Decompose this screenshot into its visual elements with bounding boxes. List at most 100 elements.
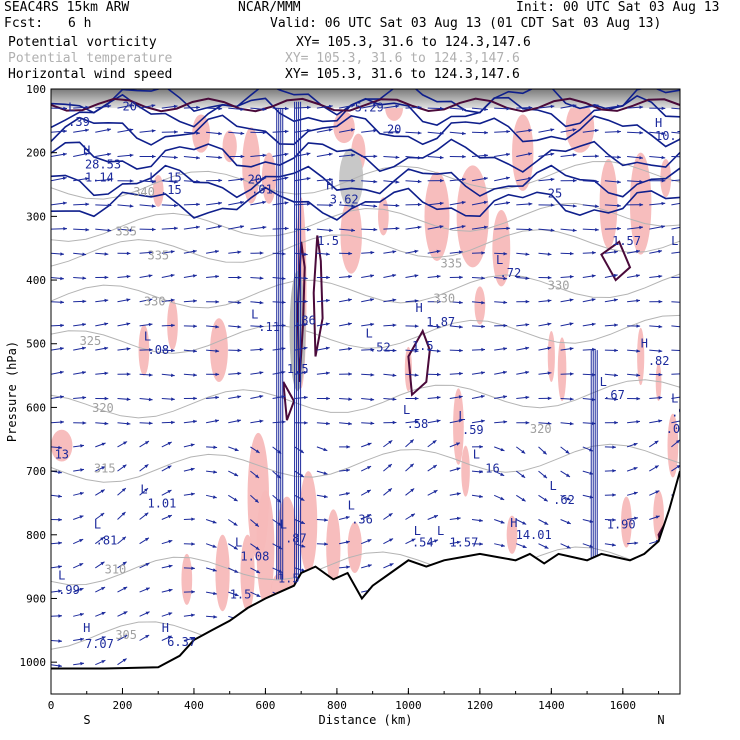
wind-vector [117,104,134,109]
pv-extremum-label: 28.53 [85,158,121,172]
pv-extremum-label: L [671,391,678,405]
pv-extremum-label: 13 [55,447,69,461]
wind-vector [228,107,245,111]
wind-vector [405,538,416,545]
wind-vector [538,396,552,401]
wind-vector [383,155,400,159]
wind-vector [206,131,223,136]
wind-vector [183,324,197,328]
wind-vector [95,371,109,376]
wind-vector [582,104,599,109]
wind-vector [339,565,351,569]
wind-vector [183,443,195,448]
wind-contour-label: 20 [387,123,401,137]
theta-contour-line [51,202,680,242]
wind-vector [649,299,663,304]
plot-frame [50,88,681,695]
wind-vector [339,347,352,351]
wind-vector [206,591,217,596]
forecast-label: Fcst: [4,16,44,31]
wind-vector [73,228,90,232]
wind-vector [471,225,488,230]
wind-vector [361,129,378,133]
y-tick-label: 800 [26,529,46,542]
wind-vector [649,419,663,424]
pv-extremum-label: L [348,498,355,512]
wind-vector [604,203,621,208]
wind-vector [560,322,574,327]
wind-vector [649,490,660,496]
wind-vector [471,394,485,399]
wind-vector [560,104,577,109]
theta-contour-line [51,229,680,267]
wind-vector [449,419,463,424]
wind-vector [95,536,105,545]
wind-vector [73,371,87,375]
wind-vector [206,201,223,206]
wind-vector [626,491,638,496]
wind-vector [183,467,195,472]
wind-vector [73,177,90,182]
valid-time: Valid: 06 UTC Sat 03 Aug 13 (01 CDT Sat … [270,16,662,31]
pv-shading-area [210,318,228,382]
wind-vector [671,301,680,303]
wind-vector [183,299,197,303]
wind-vector [427,439,437,448]
y-tick-label: 200 [26,147,46,160]
wind-vector [627,203,644,207]
wind-vector [117,421,131,426]
wind-vector [117,372,131,376]
wind-vector [627,105,644,109]
wind-vector [228,200,245,206]
wind-vector [95,396,109,401]
wind-vector [316,275,330,280]
wind-vector [361,373,375,377]
wind-vector [183,225,200,230]
wind-vector [627,156,644,160]
pv-extremum-label: L [437,524,444,538]
wind-vector [383,538,394,545]
wind-vector [95,178,112,182]
wind-vector [161,539,173,545]
wind-vector [161,180,178,184]
pv-extremum-label: 14.01 [516,528,552,542]
y-tick-label: 100 [26,83,46,96]
wind-vector [95,152,112,157]
theta-contour-line [51,546,680,586]
wind-vector [183,202,200,207]
wind-vector [494,152,511,157]
pv-extremum-label: 1.87 [426,315,455,329]
wind-vector [582,274,596,278]
pv-extremum-label: .87 [285,531,307,545]
pv-extremum-label: L [58,568,65,582]
wind-vector [494,370,507,375]
wind-vector [361,397,375,402]
wind-speed-contour [51,114,680,148]
wind-vector [383,420,397,425]
wind-vector [538,104,555,109]
x-tick-label: 0 [48,699,55,712]
wind-vector [449,371,463,376]
wind-vector [449,492,461,496]
wind-vector [316,396,330,401]
wind-vector [383,226,400,231]
wind-vector [316,421,330,426]
pv-extremum-label: H [641,337,648,351]
wind-vector [360,513,372,520]
pv-extremum-label: L [235,535,242,549]
wind-vector [73,396,87,400]
wind-speed-contour [51,138,680,173]
wind-vector [560,543,571,549]
x-tick-label: 1200 [467,699,494,712]
wind-vector [494,543,506,548]
wind-vector [183,179,200,184]
wind-vector [560,372,574,376]
wind-vector [117,128,134,133]
wind-vector [206,155,223,160]
wind-vector [73,152,89,157]
wind-vector [516,105,533,110]
wind-vector [449,275,463,280]
pv-shading-area [347,522,362,573]
wind-vector [316,104,333,109]
wind-vector [494,446,505,452]
